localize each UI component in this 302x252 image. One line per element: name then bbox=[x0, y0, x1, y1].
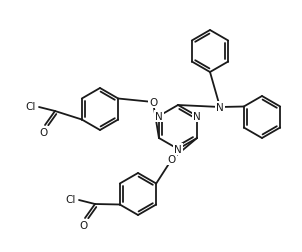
Text: O: O bbox=[40, 128, 48, 137]
Text: O: O bbox=[149, 98, 157, 108]
Text: N: N bbox=[155, 112, 163, 121]
Text: Cl: Cl bbox=[26, 102, 36, 112]
Text: O: O bbox=[168, 154, 176, 164]
Text: N: N bbox=[193, 112, 201, 121]
Text: N: N bbox=[174, 144, 182, 154]
Text: O: O bbox=[80, 220, 88, 230]
Text: Cl: Cl bbox=[66, 194, 76, 204]
Text: N: N bbox=[216, 103, 224, 113]
